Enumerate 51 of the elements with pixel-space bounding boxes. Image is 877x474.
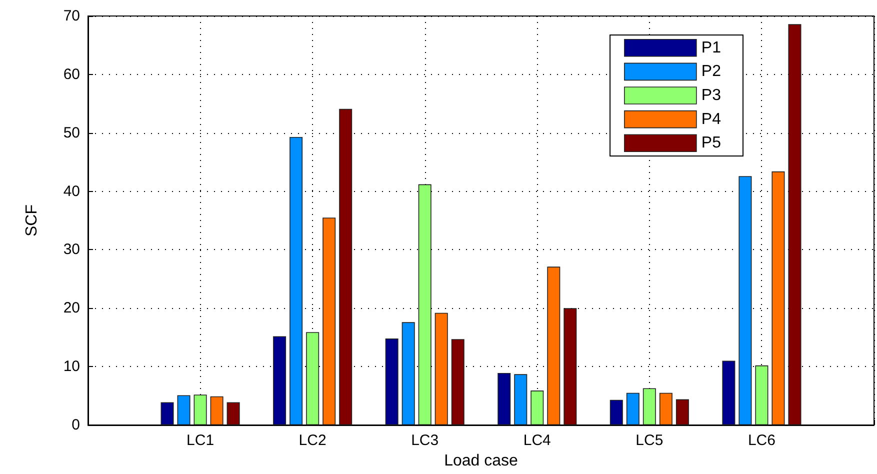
y-tick-label: 10 [63, 358, 80, 376]
y-tick-label: 40 [63, 182, 80, 200]
bar [755, 365, 768, 425]
bar [514, 374, 528, 425]
x-tick-label: LC3 [411, 432, 439, 449]
bar [290, 136, 303, 425]
x-tick-label: LC5 [636, 432, 664, 449]
bar [530, 390, 544, 425]
x-tick-label: LC6 [748, 432, 776, 449]
bar [306, 332, 320, 425]
y-tick-label: 60 [63, 66, 80, 83]
bar [547, 266, 560, 425]
bar [194, 394, 207, 425]
bar [659, 392, 672, 425]
y-tick-label: 70 [63, 8, 80, 24]
bar [385, 338, 398, 425]
bar [722, 360, 736, 425]
bar [226, 402, 240, 425]
bar [610, 400, 623, 425]
y-tick-label: 20 [63, 300, 80, 317]
bar [402, 322, 415, 425]
x-tick-label: LC4 [523, 432, 551, 449]
bar [273, 336, 286, 425]
y-tick-label: 50 [63, 124, 80, 142]
legend-label: P3 [701, 87, 722, 104]
bar [676, 399, 689, 425]
y-tick-label: 0 [72, 416, 80, 434]
bar [434, 312, 448, 425]
y-axis-title: SCF [24, 204, 40, 236]
bar [451, 339, 464, 425]
legend-label: P1 [701, 39, 722, 56]
bar [626, 392, 640, 425]
bar [160, 402, 174, 425]
bar [322, 218, 336, 425]
y-tick-label: 30 [63, 241, 80, 258]
bar [418, 184, 432, 425]
legend-label: P5 [701, 134, 722, 152]
x-tick-label: LC2 [298, 432, 326, 449]
bar [498, 373, 511, 425]
x-axis-title: Load case [444, 452, 518, 470]
bar [564, 308, 577, 425]
bar [210, 396, 224, 425]
legend-label: P2 [701, 63, 722, 80]
legend-label: P4 [701, 110, 722, 128]
bar [642, 388, 656, 425]
bar [339, 108, 352, 425]
bar [788, 24, 802, 425]
bar [772, 171, 785, 425]
x-tick-label: LC1 [186, 432, 214, 449]
bar [738, 176, 752, 425]
bar [177, 395, 190, 425]
